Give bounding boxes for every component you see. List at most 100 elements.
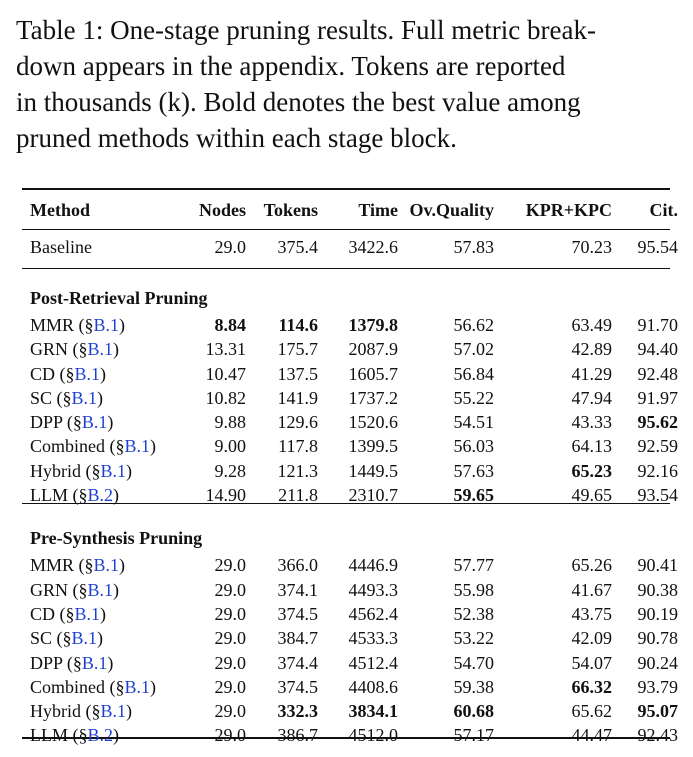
- tokens-cell: 141.9: [277, 387, 319, 408]
- table-row: GRN (§B.1) 13.31 175.7 2087.9 57.02 42.89 94.4…: [22, 337, 678, 361]
- appendix-reference-link[interactable]: B.1: [71, 387, 98, 408]
- kpr-kpc-cell: 65.26: [571, 555, 613, 576]
- table-row: CD (§B.1) 29.0 374.5 4562.4 52.38 43.75 90.19: [22, 602, 678, 626]
- method-name: CD: [30, 363, 56, 384]
- tokens-cell: 374.1: [277, 579, 319, 600]
- method-cell: DPP (§B.1): [30, 652, 114, 673]
- kpr-kpc-cell: 42.09: [571, 628, 613, 649]
- method-cell: SC (§B.1): [30, 628, 104, 649]
- time-cell: 4408.6: [348, 676, 399, 697]
- nodes-cell: 29.0: [214, 555, 247, 576]
- method-cell: GRN (§B.1): [30, 339, 120, 360]
- tokens-cell: 121.3: [277, 460, 319, 481]
- appendix-reference-link[interactable]: B.1: [93, 315, 120, 335]
- cit-cell: 92.48: [637, 363, 679, 384]
- appendix-reference-link[interactable]: B.1: [100, 701, 127, 722]
- cit-cell: 94.40: [637, 339, 679, 360]
- time-cell: 1520.6: [348, 412, 399, 433]
- method-name: SC: [30, 628, 53, 649]
- nodes-cell: 29.0: [214, 628, 247, 649]
- method-name: CD: [30, 603, 56, 624]
- cit-cell: 90.78: [637, 628, 679, 649]
- method-name: GRN: [30, 339, 69, 360]
- kpr-kpc-cell: 44.47: [571, 725, 613, 746]
- appendix-reference-link[interactable]: B.1: [74, 363, 101, 384]
- tokens-cell: 175.7: [277, 339, 319, 360]
- time-cell: 2087.9: [348, 339, 399, 360]
- method-name: MMR: [30, 555, 75, 576]
- column-header-nodes: Nodes: [198, 200, 246, 220]
- kpr-kpc-cell: 66.32: [571, 676, 613, 697]
- nodes-cell: 29.0: [214, 652, 247, 673]
- tokens-cell: 374.5: [277, 676, 319, 697]
- cit-cell: 93.54: [637, 485, 679, 506]
- nodes-cell: 8.84: [214, 315, 247, 335]
- baseline-cit: 95.54: [637, 237, 679, 257]
- kpr-kpc-cell: 64.13: [571, 436, 613, 457]
- appendix-reference-link[interactable]: B.2: [87, 485, 114, 506]
- time-cell: 4512.4: [348, 652, 399, 673]
- nodes-cell: 29.0: [214, 676, 247, 697]
- table-row: Combined (§B.1) 9.00 117.8 1399.5 56.03 64.13…: [22, 434, 678, 458]
- nodes-cell: 29.0: [214, 725, 247, 746]
- time-cell: 2310.7: [348, 485, 399, 506]
- appendix-reference-link[interactable]: B.1: [87, 339, 114, 360]
- header-rule: [22, 229, 670, 231]
- table-row: MMR (§B.1) 29.0 366.0 4446.9 57.77 65.26 90.41: [22, 553, 678, 577]
- ov-quality-cell: 57.77: [453, 555, 495, 576]
- baseline-time: 3422.6: [348, 237, 399, 257]
- table-row: Combined (§B.1) 29.0 374.5 4408.6 59.38 66.32…: [22, 675, 678, 699]
- appendix-reference-link[interactable]: B.1: [124, 676, 151, 697]
- appendix-reference-link[interactable]: B.1: [71, 628, 98, 649]
- results-table: Method Nodes Tokens Time Ov.Quality KPR+…: [22, 193, 678, 748]
- ov-quality-cell: 52.38: [453, 603, 495, 624]
- tokens-cell: 129.6: [277, 412, 319, 433]
- caption-line: Table 1: One-stage pruning results. Full…: [16, 15, 596, 45]
- method-name: SC: [30, 387, 53, 408]
- column-header-ov-quality: Ov.Quality: [409, 200, 494, 220]
- nodes-cell: 9.28: [214, 460, 247, 481]
- appendix-reference-link[interactable]: B.1: [81, 412, 108, 433]
- tokens-cell: 374.4: [277, 652, 319, 673]
- appendix-reference-link[interactable]: B.1: [81, 652, 108, 673]
- table-row: CD (§B.1) 10.47 137.5 1605.7 56.84 41.29 92.48: [22, 362, 678, 386]
- kpr-kpc-cell: 65.23: [571, 460, 613, 481]
- tokens-cell: 384.7: [277, 628, 319, 649]
- table-row: Hybrid (§B.1) 9.28 121.3 1449.5 57.63 65.23 92…: [22, 459, 678, 483]
- method-name: LLM: [30, 485, 68, 506]
- nodes-cell: 29.0: [214, 579, 247, 600]
- baseline-tokens: 375.4: [277, 237, 319, 257]
- table-caption: Table 1: One-stage pruning results. Full…: [16, 12, 672, 156]
- time-cell: 4562.4: [348, 603, 399, 624]
- nodes-cell: 10.82: [205, 387, 247, 408]
- appendix-reference-link[interactable]: B.1: [93, 555, 120, 576]
- tokens-cell: 386.7: [277, 725, 319, 746]
- method-cell: DPP (§B.1): [30, 412, 114, 433]
- appendix-reference-link[interactable]: B.1: [87, 579, 114, 600]
- appendix-reference-link[interactable]: B.2: [87, 725, 114, 746]
- appendix-reference-link[interactable]: B.1: [74, 603, 101, 624]
- baseline-ov-quality: 57.83: [453, 237, 495, 257]
- method-name: DPP: [30, 412, 63, 433]
- cit-cell: 92.43: [637, 725, 679, 746]
- column-header-cit: Cit.: [649, 200, 679, 220]
- section-header-row: Post-Retrieval Pruning: [22, 267, 678, 313]
- ov-quality-cell: 55.98: [453, 579, 495, 600]
- appendix-reference-link[interactable]: B.1: [100, 460, 127, 481]
- table-row: Hybrid (§B.1) 29.0 332.3 3834.1 60.68 65.62 95…: [22, 699, 678, 723]
- table-header-row: Method Nodes Tokens Time Ov.Quality KPR+…: [22, 193, 678, 227]
- method-name: Combined: [30, 676, 105, 697]
- kpr-kpc-cell: 43.75: [571, 603, 613, 624]
- cit-cell: 95.07: [637, 701, 679, 722]
- appendix-reference-link[interactable]: B.1: [124, 436, 151, 457]
- method-cell: LLM (§B.2): [30, 485, 120, 506]
- method-cell: Combined (§B.1): [30, 676, 157, 697]
- section-divider-rule: [22, 503, 670, 505]
- caption-line: down appears in the appendix. Tokens are…: [16, 51, 566, 81]
- cit-cell: 93.79: [637, 676, 679, 697]
- table-row: GRN (§B.1) 29.0 374.1 4493.3 55.98 41.67 90.38: [22, 578, 678, 602]
- ov-quality-cell: 57.63: [453, 460, 495, 481]
- ov-quality-cell: 53.22: [453, 628, 495, 649]
- table-row: LLM (§B.2) 29.0 386.7 4512.0 57.17 44.47 92.43: [22, 723, 678, 747]
- cit-cell: 90.24: [637, 652, 679, 673]
